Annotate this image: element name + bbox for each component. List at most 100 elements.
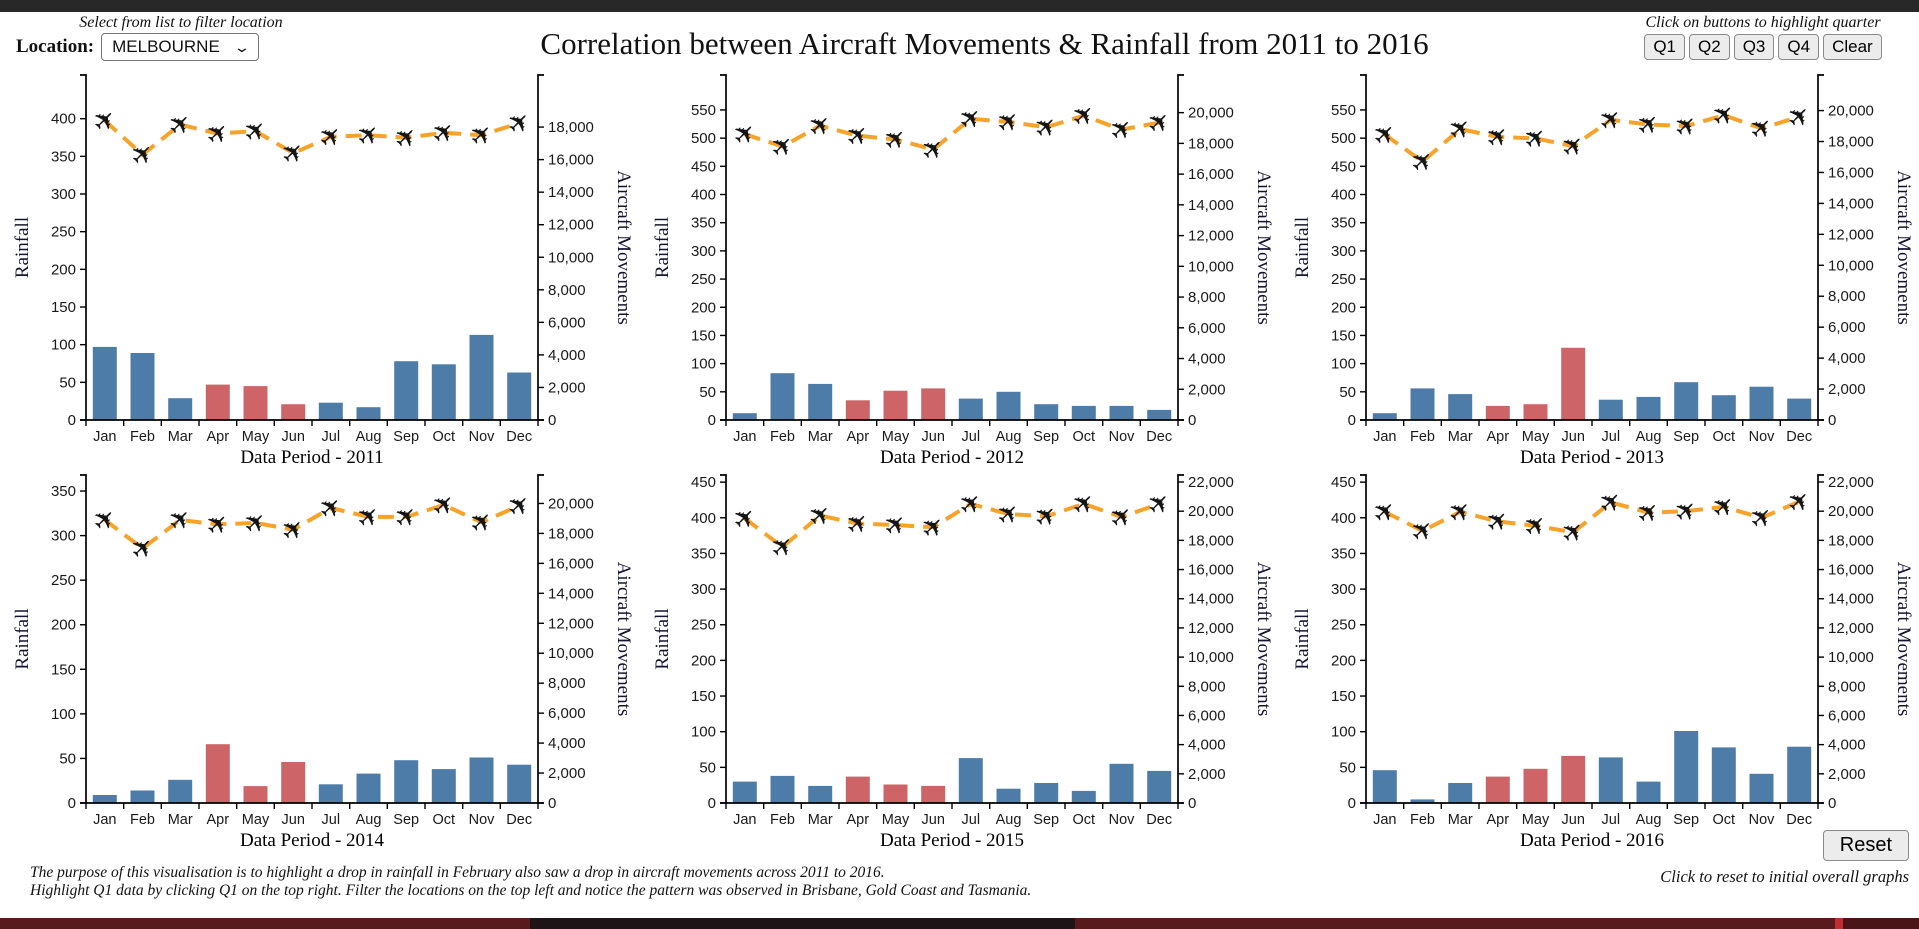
rainfall-bar-may[interactable] [883,784,908,804]
aircraft-marker-jan[interactable]: ✈ [86,501,123,538]
aircraft-marker-dec[interactable]: ✈ [1781,483,1818,520]
aircraft-marker-apr[interactable]: ✈ [199,115,236,152]
aircraft-marker-oct[interactable]: ✈ [1065,485,1102,522]
rainfall-bar-aug[interactable] [1636,396,1661,420]
aircraft-marker-jun[interactable]: ✈ [275,134,312,171]
aircraft-marker-apr[interactable]: ✈ [199,506,236,543]
aircraft-marker-jan[interactable]: ✈ [1366,116,1403,153]
rainfall-bar-apr[interactable] [1485,776,1510,803]
rainfall-bar-jun[interactable] [1561,347,1586,420]
rainfall-bar-sep[interactable] [1034,404,1059,420]
aircraft-marker-dec[interactable]: ✈ [1141,485,1178,522]
rainfall-bar-mar[interactable] [168,779,193,803]
aircraft-marker-jun[interactable]: ✈ [1555,128,1592,165]
aircraft-marker-nov[interactable]: ✈ [1743,499,1780,536]
aircraft-marker-jun[interactable]: ✈ [915,131,952,168]
aircraft-marker-sep[interactable]: ✈ [388,119,425,156]
rainfall-bar-oct[interactable] [1071,790,1096,803]
aircraft-marker-sep[interactable]: ✈ [1668,107,1705,144]
rainfall-bar-jun[interactable] [1561,755,1586,803]
rainfall-bar-mar[interactable] [808,785,833,803]
aircraft-marker-may[interactable]: ✈ [1517,507,1554,544]
aircraft-marker-mar[interactable]: ✈ [802,107,839,144]
rainfall-bar-nov[interactable] [1109,405,1134,420]
rainfall-bar-mar[interactable] [808,383,833,420]
aircraft-marker-oct[interactable]: ✈ [1705,488,1742,525]
rainfall-bar-mar[interactable] [168,398,193,420]
rainfall-bar-sep[interactable] [1674,731,1699,803]
rainfall-bar-jun[interactable] [281,762,306,803]
aircraft-marker-jul[interactable]: ✈ [312,118,349,155]
aircraft-marker-dec[interactable]: ✈ [1781,98,1818,135]
rainfall-bar-dec[interactable] [1787,746,1812,803]
aircraft-marker-sep[interactable]: ✈ [1028,498,1065,535]
rainfall-bar-sep[interactable] [394,760,419,803]
aircraft-marker-jun[interactable]: ✈ [275,511,312,548]
rainfall-bar-jul[interactable] [958,398,983,420]
aircraft-marker-oct[interactable]: ✈ [1705,97,1742,134]
rainfall-bar-nov[interactable] [1109,763,1134,803]
rainfall-bar-sep[interactable] [1034,783,1059,803]
rainfall-bar-apr[interactable] [845,400,870,420]
rainfall-bar-mar[interactable] [1448,394,1473,420]
aircraft-marker-nov[interactable]: ✈ [1743,110,1780,147]
rainfall-bar-dec[interactable] [1147,770,1172,803]
rainfall-bar-feb[interactable] [130,353,155,420]
rainfall-bar-aug[interactable] [356,773,381,803]
aircraft-marker-feb[interactable]: ✈ [764,128,801,165]
aircraft-marker-dec[interactable]: ✈ [501,104,538,141]
reset-button[interactable]: Reset [1822,830,1909,861]
rainfall-bar-jul[interactable] [1598,399,1623,420]
rainfall-bar-apr[interactable] [205,744,230,803]
rainfall-bar-may[interactable] [243,786,268,803]
rainfall-bar-oct[interactable] [1711,395,1736,420]
rainfall-bar-may[interactable] [1523,768,1548,803]
aircraft-marker-apr[interactable]: ✈ [1479,503,1516,540]
aircraft-marker-jun[interactable]: ✈ [1555,514,1592,551]
aircraft-marker-aug[interactable]: ✈ [1630,494,1667,531]
rainfall-bar-feb[interactable] [1410,388,1435,420]
rainfall-bar-dec[interactable] [1147,409,1172,420]
aircraft-marker-apr[interactable]: ✈ [1479,118,1516,155]
rainfall-bar-apr[interactable] [1485,405,1510,420]
aircraft-marker-may[interactable]: ✈ [237,112,274,149]
q1-button[interactable]: Q1 [1644,34,1685,60]
rainfall-bar-jan[interactable] [1372,413,1397,420]
q2-button[interactable]: Q2 [1689,34,1730,60]
aircraft-marker-sep[interactable]: ✈ [388,498,425,535]
aircraft-marker-sep[interactable]: ✈ [1668,493,1705,530]
aircraft-marker-aug[interactable]: ✈ [990,495,1027,532]
aircraft-marker-may[interactable]: ✈ [877,121,914,158]
aircraft-marker-jan[interactable]: ✈ [1366,493,1403,530]
aircraft-marker-nov[interactable]: ✈ [463,117,500,154]
rainfall-bar-dec[interactable] [507,372,532,421]
rainfall-bar-jan[interactable] [732,413,757,420]
aircraft-marker-may[interactable]: ✈ [877,506,914,543]
rainfall-bar-nov[interactable] [469,757,494,804]
rainfall-bar-jul[interactable] [958,758,983,803]
aircraft-marker-nov[interactable]: ✈ [1103,111,1140,148]
rainfall-bar-jan[interactable] [732,781,757,803]
rainfall-bar-feb[interactable] [1410,799,1435,803]
aircraft-marker-aug[interactable]: ✈ [1630,106,1667,143]
rainfall-bar-nov[interactable] [1749,773,1774,803]
rainfall-bar-oct[interactable] [431,769,456,803]
rainfall-bar-apr[interactable] [845,776,870,803]
aircraft-marker-apr[interactable]: ✈ [839,505,876,542]
aircraft-marker-jul[interactable]: ✈ [312,489,349,526]
aircraft-marker-aug[interactable]: ✈ [350,498,387,535]
rainfall-bar-may[interactable] [1523,404,1548,420]
rainfall-bar-may[interactable] [243,386,268,420]
rainfall-bar-may[interactable] [883,390,908,420]
aircraft-marker-jun[interactable]: ✈ [915,509,952,546]
rainfall-bar-feb[interactable] [770,373,795,420]
rainfall-bar-sep[interactable] [394,361,419,420]
q4-button[interactable]: Q4 [1778,34,1820,60]
rainfall-bar-jun[interactable] [281,404,306,420]
aircraft-marker-nov[interactable]: ✈ [1103,498,1140,535]
rainfall-bar-dec[interactable] [1787,398,1812,420]
rainfall-bar-jul[interactable] [1598,757,1623,803]
rainfall-bar-aug[interactable] [996,788,1021,803]
clear-button[interactable]: Clear [1823,34,1882,60]
rainfall-bar-jan[interactable] [92,795,117,803]
